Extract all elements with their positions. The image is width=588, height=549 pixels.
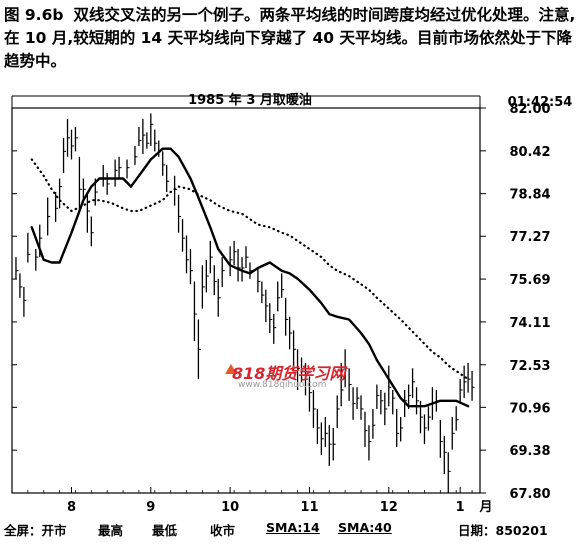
x-tick-label: 11 <box>300 500 318 515</box>
figure-label: 图 9.6b <box>4 6 64 24</box>
y-tick-label: 69.38 <box>509 444 550 459</box>
sma14-line <box>30 147 470 408</box>
x-unit-label: 月 <box>478 500 492 515</box>
y-tick-label: 78.84 <box>509 188 550 203</box>
x-tick-label: 8 <box>67 500 76 515</box>
footer-sma14-label: SMA:14 <box>266 520 320 535</box>
x-tick-label: 1 <box>456 500 465 515</box>
footer-sma40-label: SMA:40 <box>338 520 392 535</box>
watermark-text: 818期货学习网 <box>232 364 346 383</box>
y-tick-label: 72.53 <box>509 359 550 374</box>
y-tick-label: 67.80 <box>509 487 550 502</box>
chart-frame <box>11 95 481 494</box>
y-tick-label: 77.27 <box>509 230 550 245</box>
chart-title: 1985 年 3 月取暖油 <box>188 92 312 108</box>
y-tick-label: 75.69 <box>509 273 550 288</box>
price-bars <box>15 113 475 493</box>
x-axis: 8 9 10 11 12 1 月 <box>11 487 493 515</box>
chart-time: 01:42:54 <box>508 95 573 110</box>
footer-high-label: 最高 <box>98 523 124 538</box>
watermark-url: www.818qihuo.com <box>238 380 327 390</box>
y-tick-label: 70.96 <box>509 401 550 416</box>
y-tick-label: 74.11 <box>509 316 550 331</box>
plot-border <box>11 107 481 494</box>
footer-close-label: 收市 <box>210 523 236 538</box>
footer-open-label: 全屏：开市 <box>4 523 67 538</box>
chart-footer: 全屏：开市 最高 最低 收市 SMA:14 SMA:40 日期：850201 <box>0 520 588 544</box>
y-axis: 82.00 80.42 78.84 77.27 75.69 74.11 72.53 70.96… <box>12 102 551 502</box>
x-tick-label: 9 <box>146 500 155 515</box>
x-tick-label: 10 <box>221 500 239 515</box>
x-tick-label: 12 <box>380 500 398 515</box>
price-chart: 1985 年 3 月取暖油 01:42:54 82.00 80.42 78.84 77… <box>11 92 573 515</box>
footer-date-label: 日期：850201 <box>458 523 548 538</box>
footer-low-label: 最低 <box>152 523 178 538</box>
caption-text: 双线交叉法的另一个例子。两条平均线的时间跨度均经过优化处理。注意,在 10 月,… <box>4 6 576 70</box>
watermark-logo-icon <box>225 364 237 374</box>
sma-lines <box>30 147 470 408</box>
y-tick-label: 82.00 <box>509 102 550 117</box>
sma40-line <box>30 158 470 381</box>
y-tick-label: 80.42 <box>509 145 550 160</box>
figure-caption: 图 9.6b 双线交叉法的另一个例子。两条平均线的时间跨度均经过优化处理。注意,在… <box>4 4 584 73</box>
